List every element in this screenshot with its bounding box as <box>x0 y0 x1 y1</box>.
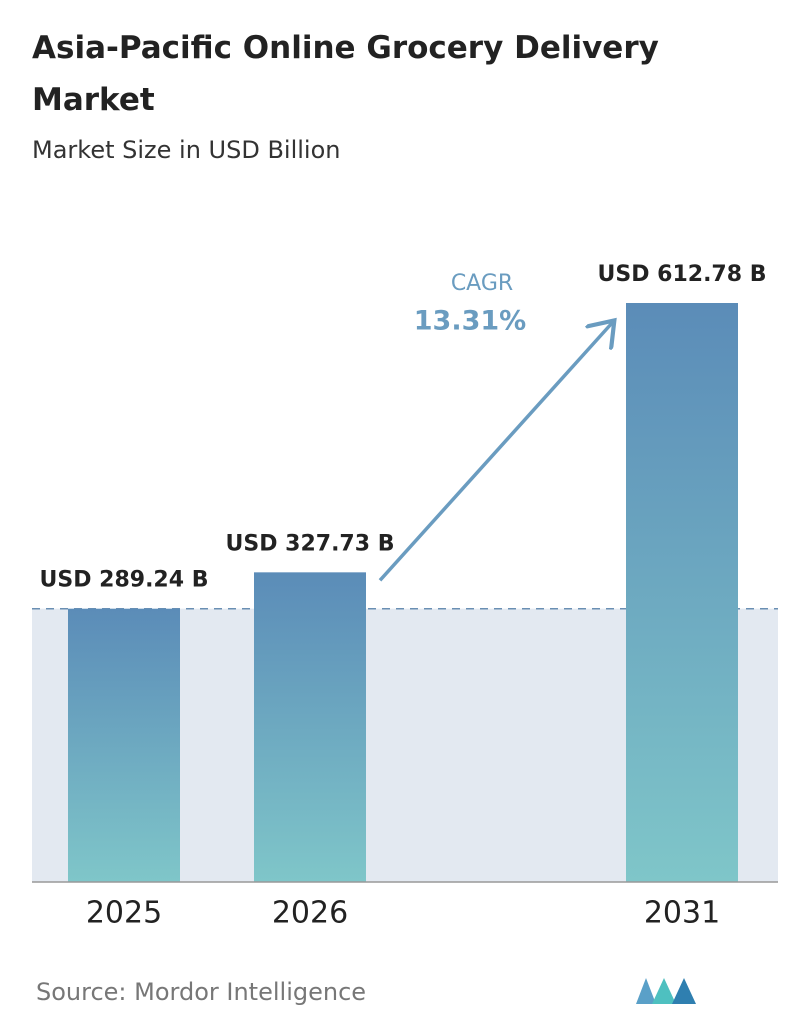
x-tick-label: 2031 <box>644 896 720 931</box>
x-tick-label: 2026 <box>272 896 348 931</box>
x-tick-label: 2025 <box>86 896 162 931</box>
source: Source: Mordor Intelligence <box>36 978 367 1006</box>
bar <box>254 572 366 882</box>
cagr-value: 13.31% <box>414 306 526 337</box>
value-label: USD 327.73 B <box>226 531 395 556</box>
value-label: USD 289.24 B <box>40 568 209 593</box>
bar <box>68 608 180 882</box>
cagr-arrow <box>378 323 612 582</box>
chart-subtitle: Market Size in USD Billion <box>32 136 341 164</box>
cagr-label: CAGR <box>451 271 513 296</box>
logo <box>636 978 696 1004</box>
value-label: USD 612.78 B <box>598 262 767 287</box>
chart-title: Asia-Pacific Online Grocery Delivery Mar… <box>32 30 659 118</box>
bar <box>626 303 738 882</box>
